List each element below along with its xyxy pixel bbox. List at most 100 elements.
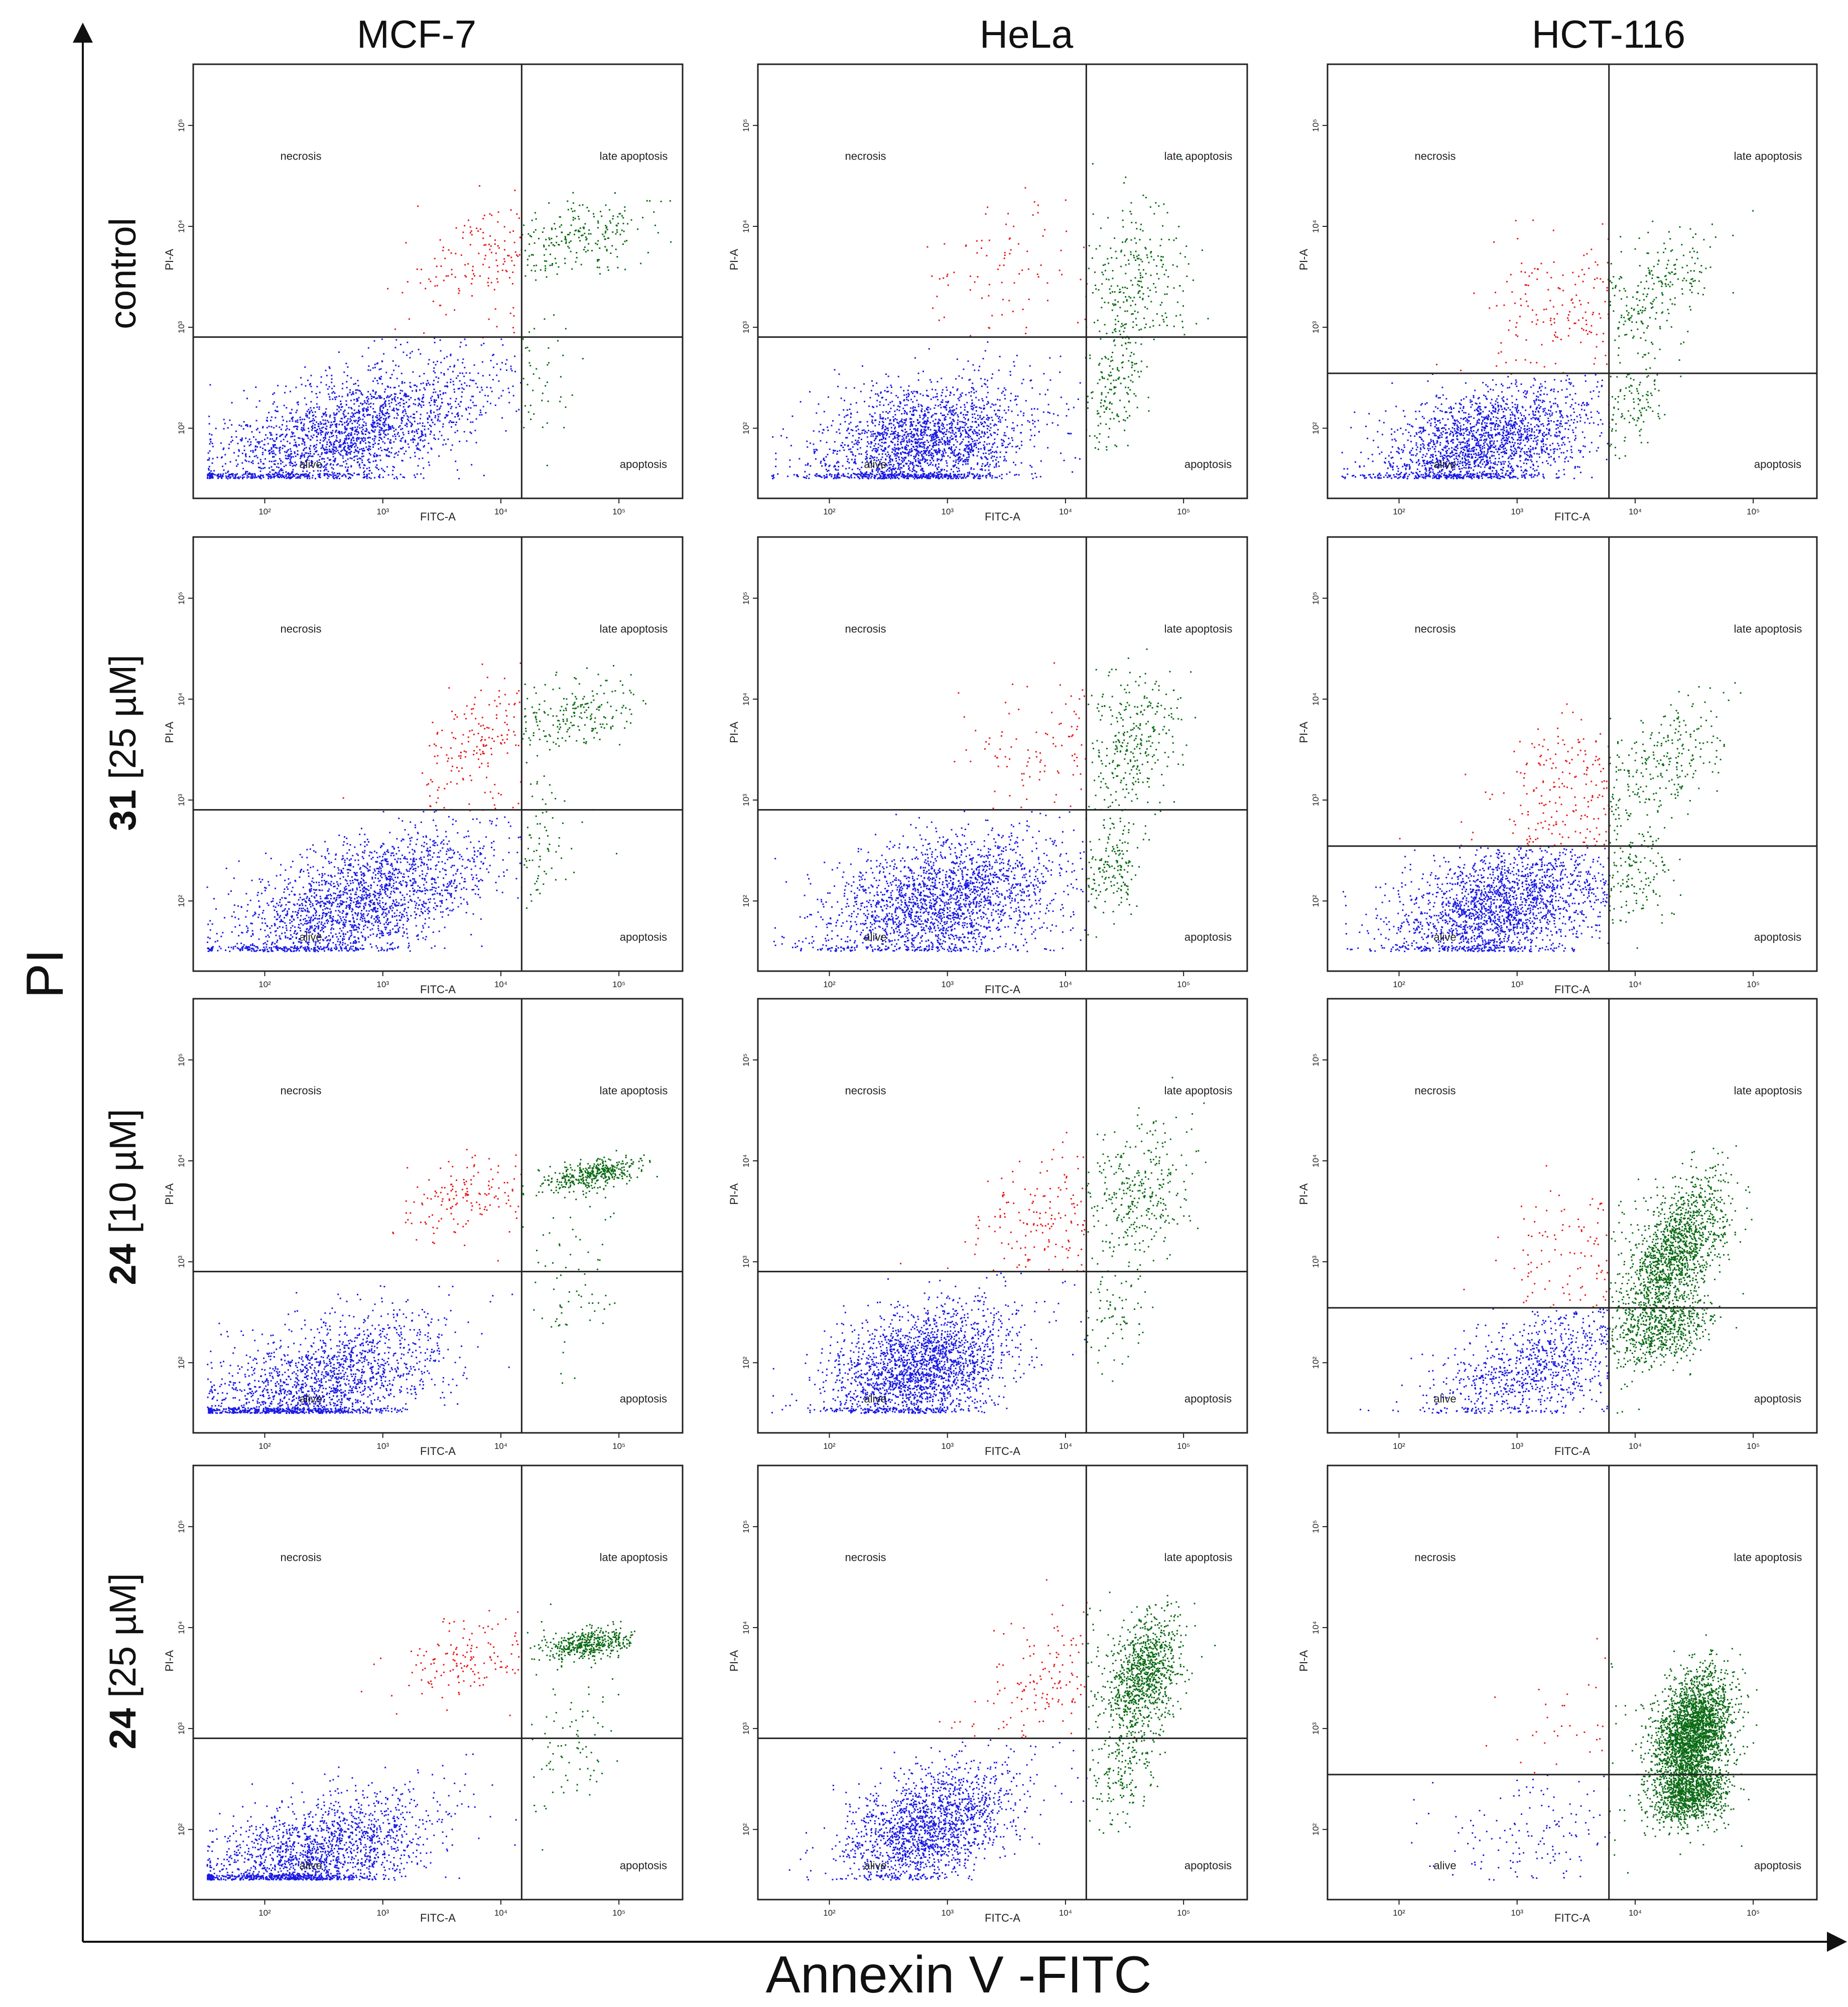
event-dot	[361, 355, 363, 357]
event-dot	[1008, 438, 1010, 439]
event-dot	[936, 296, 938, 298]
event-dot	[382, 414, 384, 416]
event-dot	[280, 475, 282, 477]
event-dot	[930, 398, 932, 400]
event-dot	[337, 432, 339, 434]
event-dot	[335, 448, 337, 450]
event-dot	[1037, 204, 1039, 206]
event-dot	[1001, 282, 1003, 284]
event-dot	[402, 428, 404, 430]
event-dot	[217, 475, 219, 477]
event-dot	[274, 392, 276, 394]
event-dot	[944, 444, 946, 446]
event-dot	[332, 435, 334, 437]
event-dot	[436, 285, 438, 287]
event-dot	[356, 412, 358, 414]
event-dot	[986, 443, 988, 445]
event-dot	[899, 435, 901, 437]
event-dot	[626, 240, 628, 241]
event-dot	[379, 455, 381, 457]
event-dot	[614, 192, 616, 194]
event-dot	[889, 455, 891, 457]
event-dot	[875, 419, 877, 421]
event-dot	[423, 404, 425, 406]
event-dot	[531, 236, 533, 237]
event-dot	[607, 266, 609, 268]
event-dot	[448, 249, 450, 251]
event-dot	[535, 279, 537, 281]
event-dot	[530, 365, 532, 366]
event-dot	[837, 385, 839, 387]
event-dot	[437, 394, 439, 396]
event-dot	[524, 275, 526, 277]
event-dot	[430, 405, 432, 407]
event-dot	[269, 432, 271, 434]
event-dot	[1048, 412, 1050, 414]
event-dot	[942, 399, 944, 401]
event-dot	[571, 394, 573, 396]
event-dot	[935, 465, 937, 467]
event-dot	[978, 451, 980, 453]
event-dot	[343, 371, 345, 373]
event-dot	[309, 421, 311, 423]
event-dot	[955, 432, 957, 434]
event-dot	[273, 427, 275, 429]
event-dot	[343, 446, 345, 448]
event-dot	[1142, 298, 1144, 300]
event-dot	[935, 423, 936, 425]
event-dot	[461, 383, 463, 385]
event-dot	[914, 439, 916, 441]
event-dot	[268, 450, 270, 452]
event-dot	[806, 475, 808, 477]
event-dot	[880, 391, 882, 393]
event-dot	[630, 219, 632, 221]
event-dot	[1112, 270, 1114, 272]
event-dot	[957, 422, 959, 424]
event-dot	[422, 434, 424, 436]
event-dot	[269, 476, 271, 478]
event-dot	[876, 406, 878, 408]
event-dot	[936, 444, 938, 446]
event-dot	[939, 449, 941, 451]
event-dot	[925, 426, 927, 428]
event-dot	[879, 416, 881, 418]
event-dot	[879, 477, 881, 479]
event-dot	[301, 438, 303, 440]
event-dot	[905, 444, 907, 446]
event-dot	[952, 438, 954, 440]
event-dot	[377, 382, 379, 384]
event-dot	[958, 428, 960, 430]
event-dot	[303, 449, 305, 451]
event-dot	[956, 454, 958, 456]
event-dot	[945, 442, 947, 444]
event-dot	[881, 397, 883, 399]
event-dot	[905, 436, 907, 438]
event-dot	[454, 276, 456, 278]
event-dot	[442, 249, 444, 251]
event-dot	[490, 360, 492, 361]
event-dot	[286, 428, 288, 430]
event-dot	[971, 450, 973, 451]
event-dot	[289, 455, 291, 457]
event-dot	[947, 455, 949, 457]
event-dot	[951, 475, 952, 477]
event-dot	[401, 382, 403, 384]
event-dot	[498, 380, 500, 382]
event-dot	[414, 398, 416, 400]
event-dot	[334, 446, 336, 448]
event-dot	[484, 254, 486, 256]
event-dot	[301, 419, 303, 421]
event-dot	[888, 457, 890, 459]
event-dot	[343, 449, 345, 451]
event-dot	[238, 450, 240, 452]
event-dot	[356, 428, 358, 430]
event-dot	[897, 441, 899, 442]
event-dot	[472, 421, 474, 423]
event-dot	[906, 477, 908, 479]
event-dot	[334, 452, 336, 454]
event-dot	[320, 466, 322, 468]
event-dot	[317, 425, 319, 427]
event-dot	[285, 455, 287, 457]
event-dot	[926, 440, 928, 442]
event-dot	[332, 430, 334, 432]
